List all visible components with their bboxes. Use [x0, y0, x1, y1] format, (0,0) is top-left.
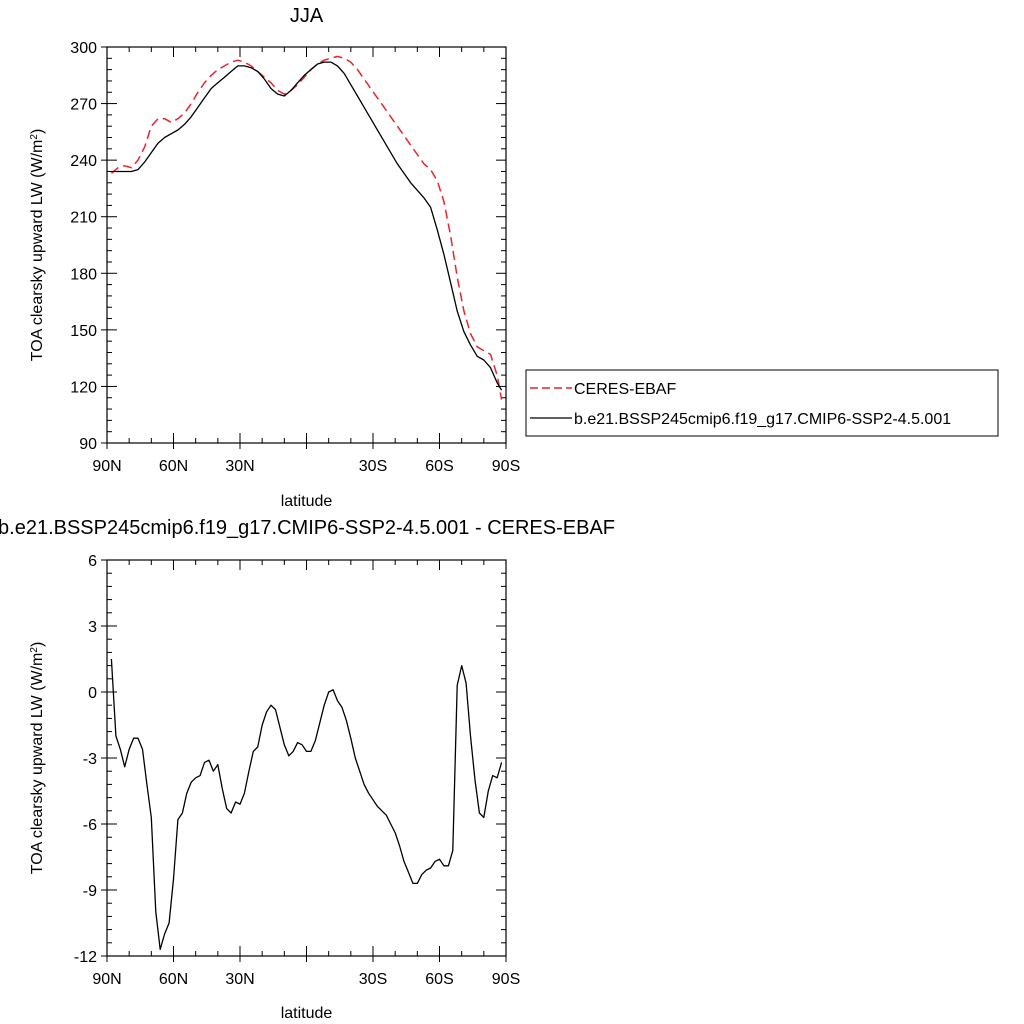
series-line-ceres-ebaf	[110, 55, 503, 400]
y-tick-label: 180	[70, 266, 97, 283]
bottom-chart-title: b.e21.BSSP245cmip6.f19_g17.CMIP6-SSP2-4.…	[0, 517, 615, 539]
x-tick-label: 90S	[492, 458, 520, 475]
y-tick-label: 270	[70, 97, 97, 114]
y-tick-label: -3	[83, 751, 97, 768]
bottom-y-axis-label-text: TOA clearsky upward LW (W/m	[29, 653, 46, 875]
x-tick-label: 60S	[425, 971, 453, 988]
x-tick-label: 30N	[225, 971, 254, 988]
legend-box	[525, 369, 999, 437]
y-tick-label: -12	[74, 949, 97, 966]
y-tick-label: -6	[83, 817, 97, 834]
top-y-axis-label-text: TOA clearsky upward LW (W/m	[29, 140, 46, 362]
bottom-axis-ticks: -12 -9 -6 -3 0 3 6 90N 60N 30N 30S 60S 90S	[74, 553, 520, 988]
top-x-axis-label: latitude	[281, 493, 333, 510]
legend-label-model: b.e21.BSSP245cmip6.f19_g17.CMIP6-SSP2-4.…	[574, 411, 951, 428]
top-panel: JJA latitude TOA clearsky upward LW (W/m…	[29, 5, 521, 510]
legend: CERES-EBAF b.e21.BSSP245cmip6.f19_g17.CM…	[525, 369, 999, 437]
y-tick-label: -9	[83, 883, 97, 900]
difference-series-line	[110, 658, 503, 951]
x-tick-label: 30S	[359, 971, 387, 988]
x-tick-label: 30S	[359, 458, 387, 475]
legend-label-ceres-ebaf: CERES-EBAF	[574, 381, 676, 398]
bottom-plot-frame	[106, 559, 507, 957]
x-tick-label: 30N	[225, 458, 254, 475]
y-tick-label: 150	[70, 323, 97, 340]
x-tick-label: 90N	[92, 458, 121, 475]
x-tick-label: 60N	[159, 971, 188, 988]
bottom-x-axis-label: latitude	[281, 1005, 333, 1022]
bottom-y-axis-label: TOA clearsky upward LW (W/m2)	[29, 642, 47, 875]
y-tick-label: 0	[88, 685, 97, 702]
top-y-axis-label-end: )	[29, 129, 46, 134]
y-tick-label: 6	[88, 553, 97, 570]
series-line-b-e21-bssp245cmip6-f19-g17-cmip6-ssp2-4-5-001	[111, 61, 503, 391]
top-axis-ticks: 90 120 150 180 210 240 270 300 90N 60N 30N 30S 60S 90…	[70, 40, 520, 475]
x-tick-label: 90S	[492, 971, 520, 988]
y-tick-label: 3	[88, 619, 97, 636]
x-tick-label: 60S	[425, 458, 453, 475]
bottom-panel: b.e21.BSSP245cmip6.f19_g17.CMIP6-SSP2-4.…	[0, 517, 615, 1022]
x-tick-label: 60N	[159, 458, 188, 475]
y-tick-label: 120	[70, 379, 97, 396]
top-series-lines	[110, 55, 503, 400]
y-tick-label: 300	[70, 40, 97, 57]
top-plot-frame	[106, 46, 507, 444]
y-tick-label: 210	[70, 210, 97, 227]
bottom-series-lines	[110, 658, 503, 951]
y-tick-label: 240	[70, 153, 97, 170]
bottom-y-axis-label-superscript: 2	[29, 647, 40, 653]
top-chart-title: JJA	[290, 5, 324, 27]
y-tick-label: 90	[79, 436, 97, 453]
bottom-y-axis-label-end: )	[29, 642, 46, 647]
top-y-axis-label: TOA clearsky upward LW (W/m2)	[29, 129, 47, 362]
x-tick-label: 90N	[92, 971, 121, 988]
top-y-axis-label-superscript: 2	[29, 134, 40, 140]
